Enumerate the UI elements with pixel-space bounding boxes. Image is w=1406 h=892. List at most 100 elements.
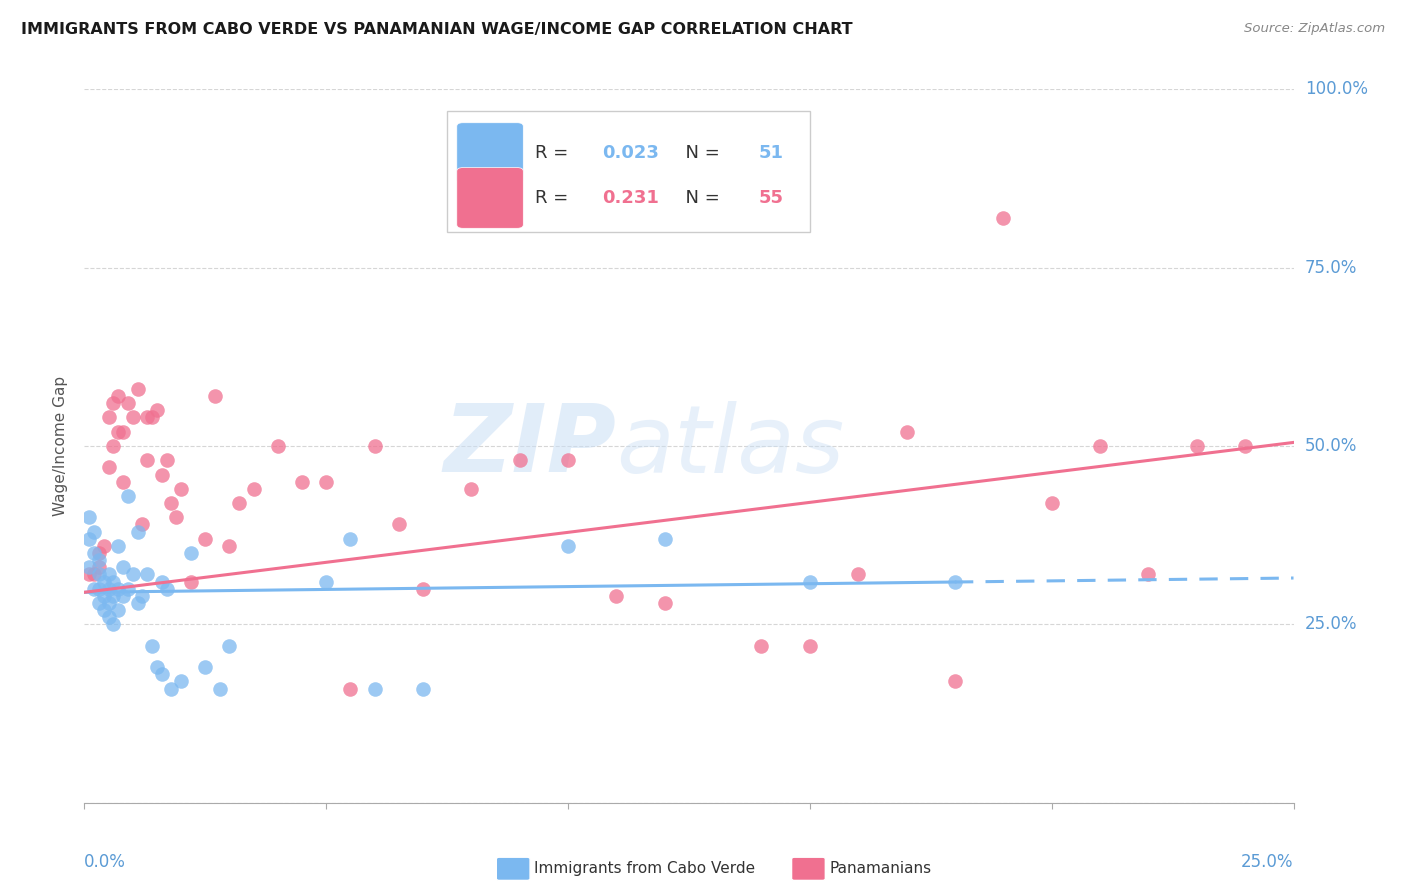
Point [180,574,202,589]
Text: Immigrants from Cabo Verde: Immigrants from Cabo Verde [534,862,755,876]
Point [87,582,110,596]
Text: IMMIGRANTS FROM CABO VERDE VS PANAMANIAN WAGE/INCOME GAP CORRELATION CHART: IMMIGRANTS FROM CABO VERDE VS PANAMANIAN… [21,22,852,37]
Point [117,396,139,410]
Point [107,582,129,596]
Point [654,596,676,610]
Point [103,589,125,603]
Point [208,681,231,696]
Point [127,382,149,396]
Point [654,532,676,546]
Point [993,211,1015,225]
Text: 100.0%: 100.0% [1305,80,1368,98]
Point [87,560,110,574]
Point [363,681,385,696]
Point [228,496,250,510]
Point [107,389,129,403]
Text: 50.0%: 50.0% [1305,437,1357,455]
Point [93,574,115,589]
Text: 75.0%: 75.0% [1305,259,1357,277]
Point [97,596,120,610]
Point [107,425,129,439]
Point [87,567,110,582]
Point [1137,567,1160,582]
Point [412,582,434,596]
Point [136,567,159,582]
Point [412,681,434,696]
Point [136,410,159,425]
Point [136,453,159,467]
Point [1234,439,1257,453]
Point [388,517,411,532]
Point [121,410,143,425]
Y-axis label: Wage/Income Gap: Wage/Income Gap [53,376,69,516]
Point [204,389,226,403]
Point [107,539,129,553]
Point [1088,439,1111,453]
Point [146,660,169,674]
Point [146,403,169,417]
Point [170,674,193,689]
Point [87,596,110,610]
Text: R =: R = [536,189,575,207]
Point [150,667,173,681]
Point [267,439,290,453]
Point [1040,496,1063,510]
Point [77,560,100,574]
Point [131,589,153,603]
Point [160,496,183,510]
Point [77,532,100,546]
Point [97,582,120,596]
Point [557,453,579,467]
Point [896,425,918,439]
Point [339,681,361,696]
Point [605,589,627,603]
Point [799,574,821,589]
Point [112,425,135,439]
Point [97,567,120,582]
Point [83,546,105,560]
Point [83,582,105,596]
Point [291,475,314,489]
FancyBboxPatch shape [447,111,810,232]
Point [799,639,821,653]
FancyBboxPatch shape [457,123,523,184]
Point [242,482,264,496]
Point [77,567,100,582]
Point [93,539,115,553]
Point [112,589,135,603]
Point [160,681,183,696]
Point [93,603,115,617]
Text: 0.231: 0.231 [602,189,659,207]
Point [103,396,125,410]
FancyBboxPatch shape [457,168,523,228]
Point [83,524,105,539]
Point [170,482,193,496]
Point [121,567,143,582]
Text: 25.0%: 25.0% [1305,615,1357,633]
Point [77,510,100,524]
Text: N =: N = [675,145,725,162]
Point [943,674,966,689]
Point [218,539,240,553]
Text: 25.0%: 25.0% [1241,853,1294,871]
Point [339,532,361,546]
Point [93,589,115,603]
Point [107,603,129,617]
Text: atlas: atlas [616,401,845,491]
Point [141,639,163,653]
Point [943,574,966,589]
Point [315,574,337,589]
Point [112,560,135,574]
Point [150,574,173,589]
Point [315,475,337,489]
Point [97,460,120,475]
Point [103,617,125,632]
Point [97,610,120,624]
Point [141,410,163,425]
Text: Panamanians: Panamanians [830,862,932,876]
Point [165,510,187,524]
Point [83,567,105,582]
Point [87,546,110,560]
Point [846,567,869,582]
Text: 0.023: 0.023 [602,145,659,162]
